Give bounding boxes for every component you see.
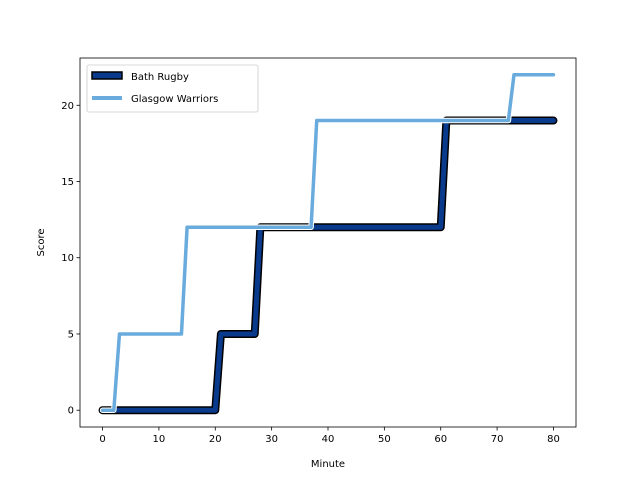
series-line-bath-rugby [100,118,556,413]
legend-box [86,64,259,113]
y-tick-label: 0 [68,406,74,417]
series-line-glasgow-warriors [100,73,556,412]
x-tick-label: 20 [209,434,222,445]
x-tick-label: 30 [265,434,278,445]
legend-label-glasgow-warriors: Glasgow Warriors [131,94,218,105]
y-axis-label: Score [36,228,47,256]
x-tick-label: 40 [322,434,335,445]
x-tick-label: 70 [491,434,504,445]
y-tick-label: 15 [61,177,74,188]
y-tick-label: 5 [68,329,74,340]
x-axis-label: Minute [311,459,345,470]
x-tick-label: 50 [378,434,391,445]
x-tick-label: 80 [547,434,560,445]
legend-label-bath-rugby: Bath Rugby [131,72,189,83]
axis-ticks: 0 10 20 30 40 50 60 70 80 0 5 10 15 20 [61,101,560,445]
legend: Bath Rugby Glasgow Warriors [86,64,259,113]
y-tick-label: 10 [61,253,74,264]
x-tick-label: 60 [434,434,447,445]
x-tick-label: 0 [99,434,105,445]
legend-swatch-glasgow-warriors [92,96,122,100]
legend-swatch-bath-rugby [91,71,123,80]
y-tick-label: 20 [61,101,74,112]
plot-area [98,72,558,415]
x-tick-label: 10 [153,434,166,445]
